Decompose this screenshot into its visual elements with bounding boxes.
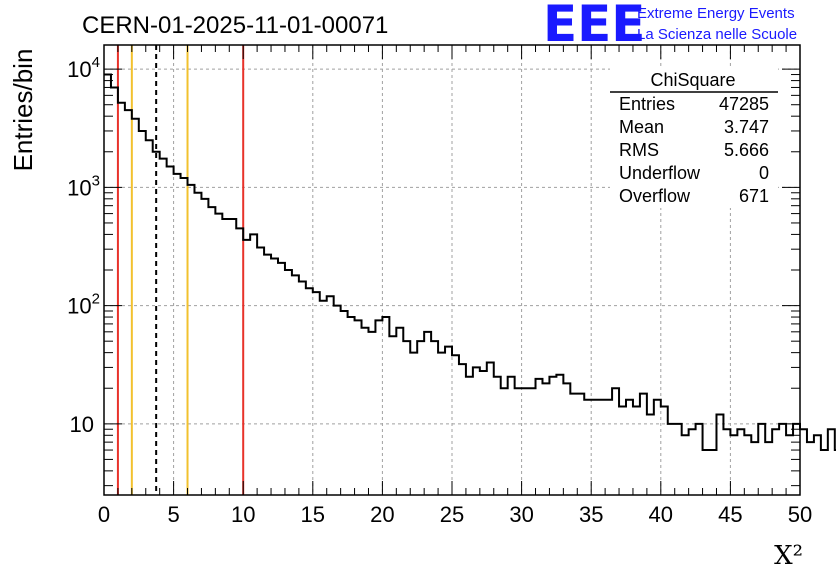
stats-value: 3.747 <box>724 117 769 137</box>
axis-ticks <box>103 45 801 495</box>
chart-title: CERN-01-2025-11-01-00071 <box>82 12 388 39</box>
x-tick-label: 35 <box>579 502 603 527</box>
x-tick-label: 10 <box>231 502 255 527</box>
x-tick-label: 40 <box>649 502 673 527</box>
x-tick-label: 5 <box>167 502 179 527</box>
x-tick-label: 30 <box>509 502 533 527</box>
stats-label: Underflow <box>619 163 701 183</box>
y-tick-label: 102 <box>67 291 100 319</box>
logo-mark: EEE <box>543 0 645 53</box>
tick-labels: 0 5 10 15 20 25 30 35 40 45 50 10 102 103 104 <box>67 54 812 527</box>
y-tick-label: 103 <box>67 172 100 200</box>
x-axis-label: X² <box>774 541 803 571</box>
logo-line-2: La Scienza nelle Scuole <box>637 26 797 43</box>
stats-label: RMS <box>619 140 659 160</box>
x-tick-label: 20 <box>370 502 394 527</box>
reference-lines <box>116 45 245 495</box>
y-tick-label: 10 <box>70 412 94 437</box>
stats-label: Mean <box>619 117 664 137</box>
stats-label: Overflow <box>619 186 691 206</box>
histogram-series <box>104 73 836 452</box>
y-tick-label: 104 <box>67 54 100 82</box>
x-tick-label: 50 <box>788 502 812 527</box>
stats-value: 0 <box>759 163 769 183</box>
x-tick-label: 45 <box>718 502 742 527</box>
stats-value: 5.666 <box>724 140 769 160</box>
x-tick-label: 0 <box>98 502 110 527</box>
x-tick-label: 15 <box>301 502 325 527</box>
stats-background <box>610 66 778 208</box>
stats-value: 671 <box>739 186 769 206</box>
eee-logo: EEE Extreme Energy Events La Scienza nel… <box>543 0 797 53</box>
y-axis-label: Entries/bin <box>8 49 38 172</box>
logo-line-1: Extreme Energy Events <box>637 5 795 22</box>
stats-title: ChiSquare <box>650 70 735 90</box>
stats-label: Entries <box>619 94 675 114</box>
stats-value: 47285 <box>719 94 769 114</box>
stats-box: ChiSquare Entries 47285 Mean 3.747 RMS 5.666 U… <box>610 66 778 208</box>
x-tick-label: 25 <box>440 502 464 527</box>
